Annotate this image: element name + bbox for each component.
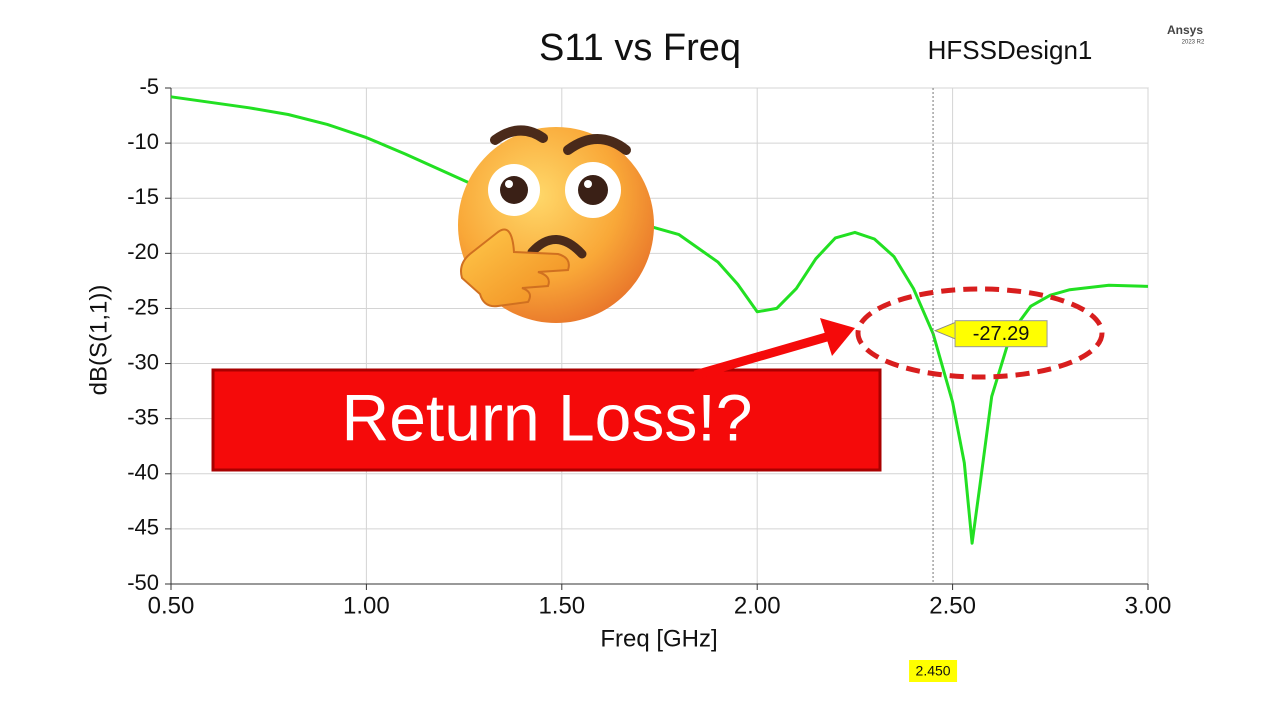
- y-tick-label: -45: [127, 515, 159, 540]
- y-tick-label: -25: [127, 294, 159, 319]
- marker-x-label: 2.450: [916, 663, 951, 679]
- arrow: [693, 331, 832, 380]
- overlay-text: Return Loss!?: [342, 380, 753, 454]
- y-tick-label: -15: [127, 184, 159, 209]
- y-tick-label: -5: [139, 74, 159, 99]
- y-tick-label: -40: [127, 460, 159, 485]
- brand: Ansys: [1167, 23, 1203, 37]
- marker-y-label: -27.29: [973, 323, 1030, 345]
- y-tick-label: -35: [127, 404, 159, 429]
- chart-title: S11 vs Freq: [539, 27, 741, 69]
- x-tick-label: 1.50: [538, 592, 585, 619]
- y-tick-label: -30: [127, 349, 159, 374]
- arrow-head: [820, 318, 855, 356]
- highlight-ellipse: [855, 286, 1105, 380]
- marker-x-box: [909, 660, 958, 682]
- thinking-emoji: [458, 125, 654, 323]
- y-tick-label: -10: [127, 129, 159, 154]
- design-name: HFSSDesign1: [928, 35, 1093, 65]
- x-tick-label: 3.00: [1125, 592, 1172, 619]
- series-line: [170, 95, 1149, 545]
- y-tick-label: -20: [127, 239, 159, 264]
- y-tick-label: -50: [127, 570, 159, 595]
- x-tick-label: 1.00: [343, 592, 390, 619]
- x-tick-label: 2.00: [734, 592, 781, 619]
- version: 2023 R2: [1182, 40, 1205, 46]
- x-tick-label: 0.50: [148, 592, 195, 619]
- overlay-box: [211, 368, 882, 472]
- x-axis-label: Freq [GHz]: [600, 625, 717, 652]
- y-axis-label: dB(S(1,1)): [85, 285, 112, 396]
- x-tick-label: 2.50: [929, 592, 976, 619]
- marker-label-box: [954, 320, 1048, 348]
